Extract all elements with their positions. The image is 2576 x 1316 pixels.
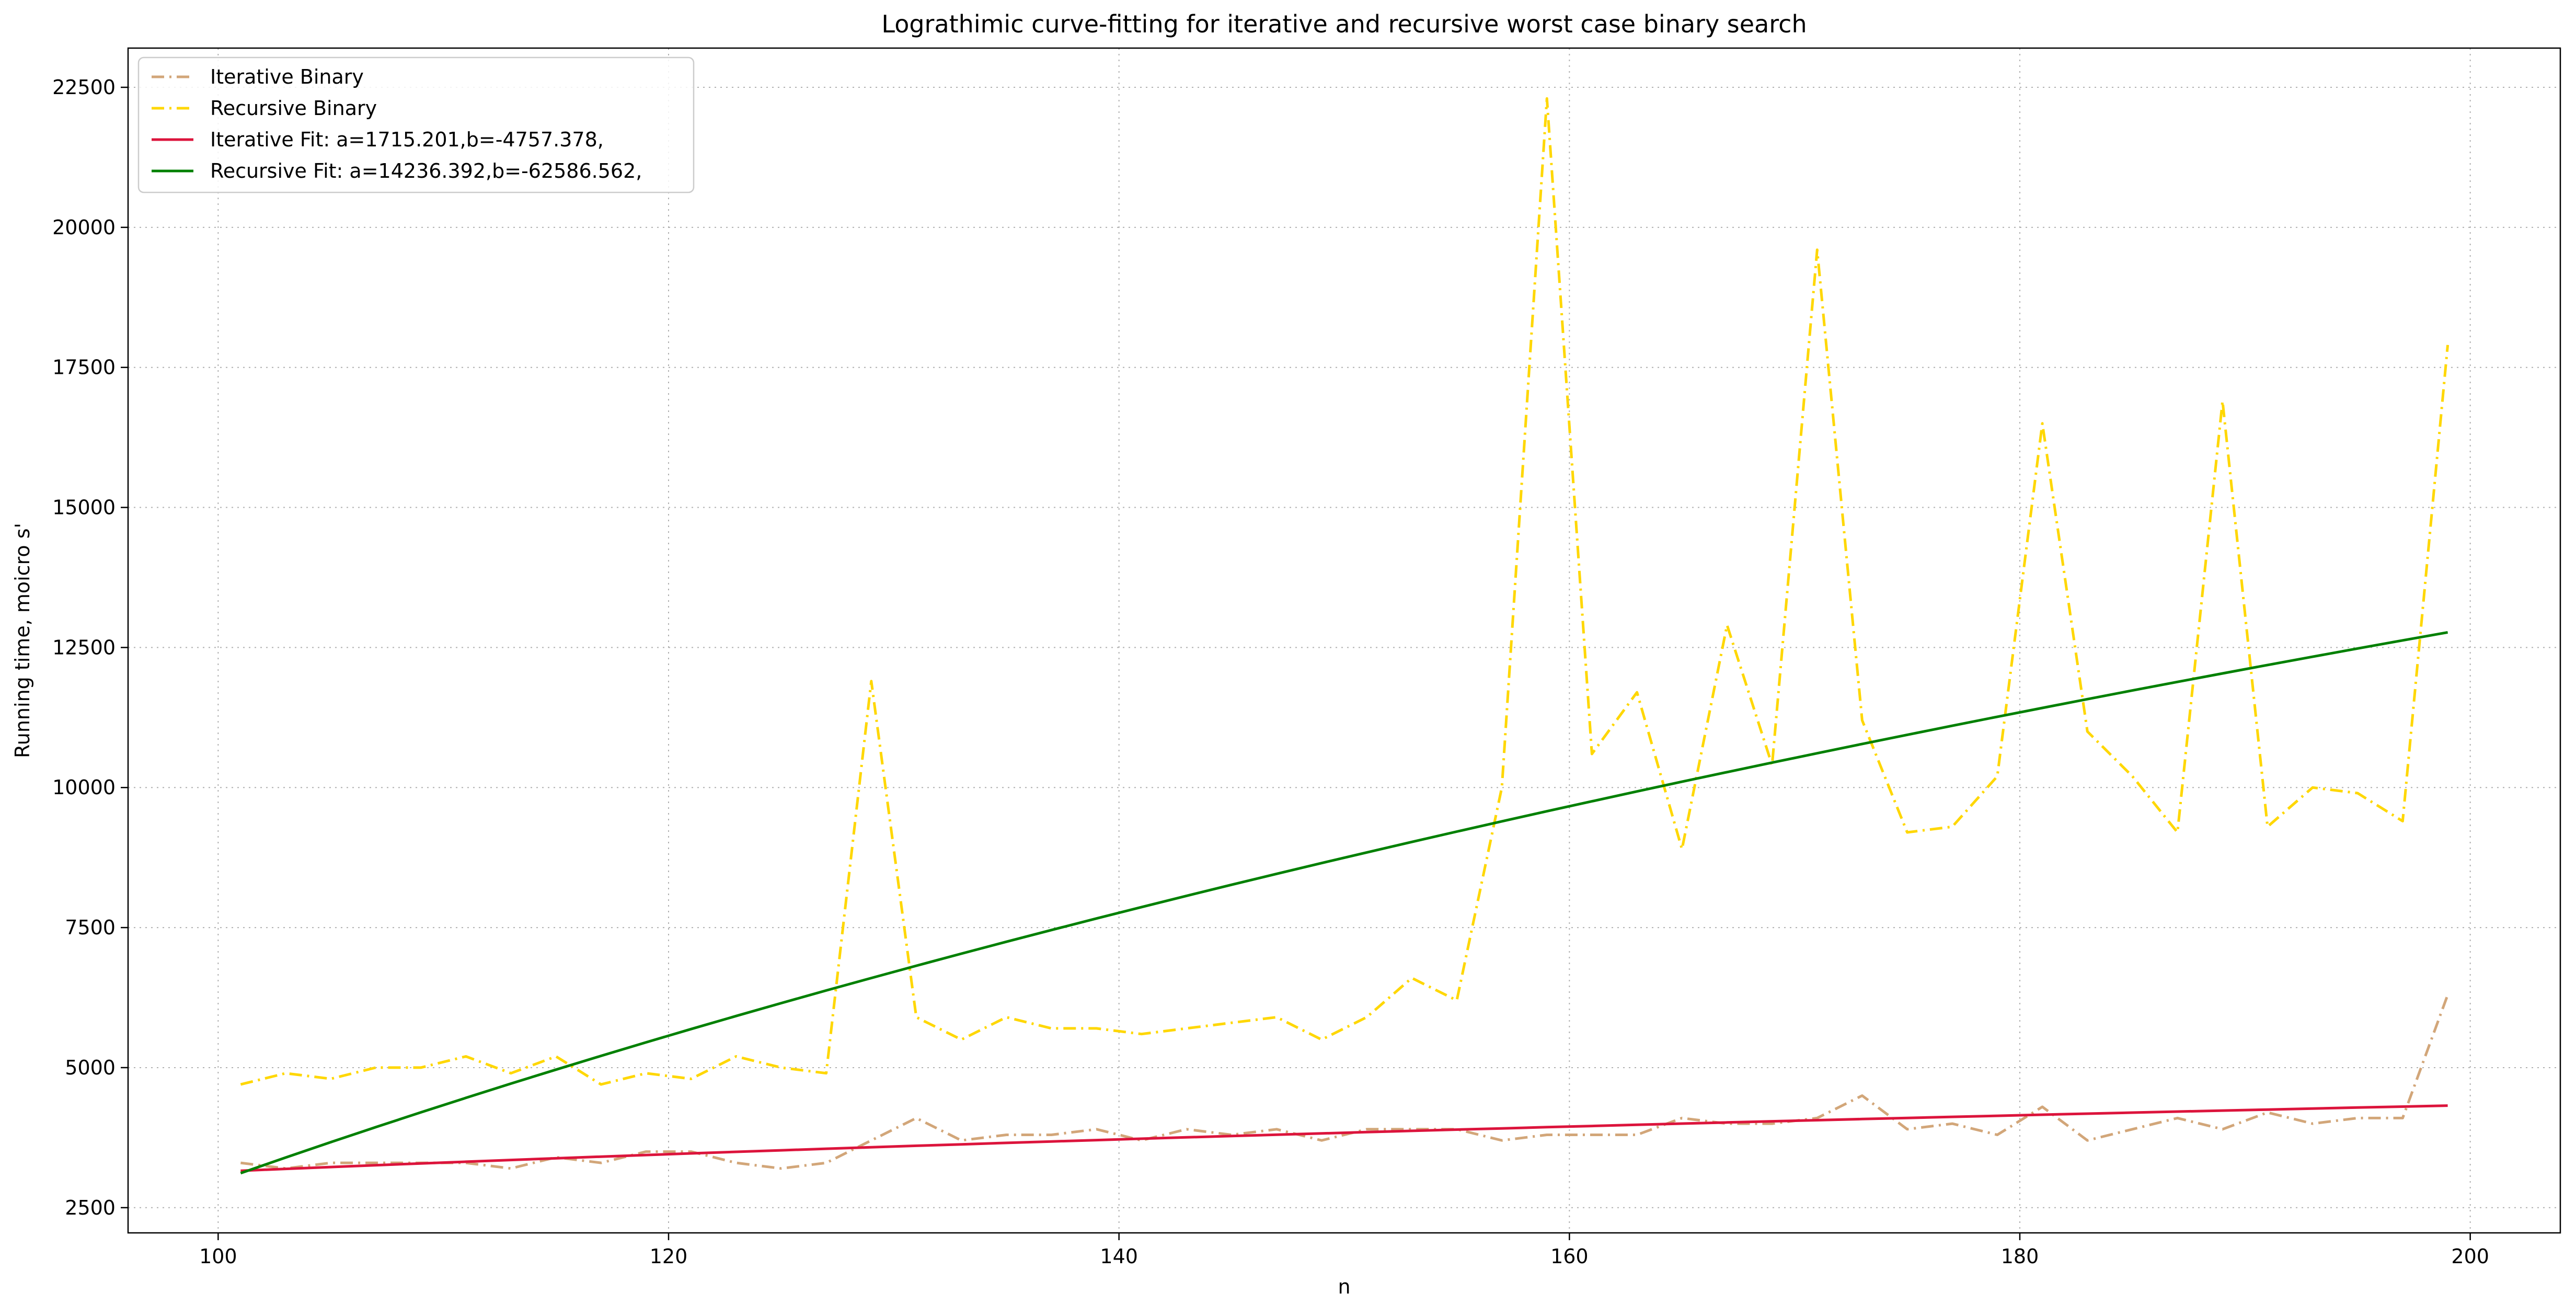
legend-box xyxy=(137,56,695,193)
y-tick-label: 10000 xyxy=(52,776,116,799)
x-tick-label: 200 xyxy=(2451,1245,2489,1268)
y-tick-label: 5000 xyxy=(65,1056,116,1079)
series-line-1 xyxy=(240,994,2449,1170)
series-layer xyxy=(240,97,2450,1175)
y-tick-label: 15000 xyxy=(52,496,116,519)
y-tick-label: 2500 xyxy=(65,1196,116,1219)
y-tick-label: 7500 xyxy=(65,916,116,939)
legend: Iterative Binary Recursive Binary Iterativ… xyxy=(137,56,695,193)
series-line-2 xyxy=(240,97,2450,1086)
plot-frame xyxy=(127,47,2561,1234)
x-tick-label: 100 xyxy=(199,1245,237,1268)
x-tick-label: 180 xyxy=(2001,1245,2039,1268)
ticks-layer: 100 120 140 160 180 200 2500 5000 7500 10000 12500… xyxy=(52,76,2489,1268)
x-axis-label: n xyxy=(1338,1275,1350,1298)
x-tick-label: 120 xyxy=(650,1245,688,1268)
y-tick-label: 12500 xyxy=(52,636,116,659)
x-tick-label: 140 xyxy=(1100,1245,1138,1268)
y-tick-label: 20000 xyxy=(52,216,116,239)
chart-title: Lograthimic curve-fitting for iterative … xyxy=(881,10,1807,38)
legend-label-3: Iterative Fit: a=1715.201,b=-4757.378, xyxy=(210,128,604,151)
series-line-3 xyxy=(240,1104,2448,1172)
y-tick-label: 22500 xyxy=(52,76,116,99)
grid-layer xyxy=(128,48,2560,1233)
legend-label-1: Iterative Binary xyxy=(210,65,364,88)
x-tick-label: 160 xyxy=(1550,1245,1589,1268)
legend-label-2: Recursive Binary xyxy=(210,97,377,120)
y-tick-label: 17500 xyxy=(52,356,116,379)
legend-label-4: Recursive Fit: a=14236.392,b=-62586.562, xyxy=(210,159,642,182)
series-line-4 xyxy=(240,631,2448,1175)
y-axis-label: Running time, moicro s' xyxy=(11,523,34,758)
